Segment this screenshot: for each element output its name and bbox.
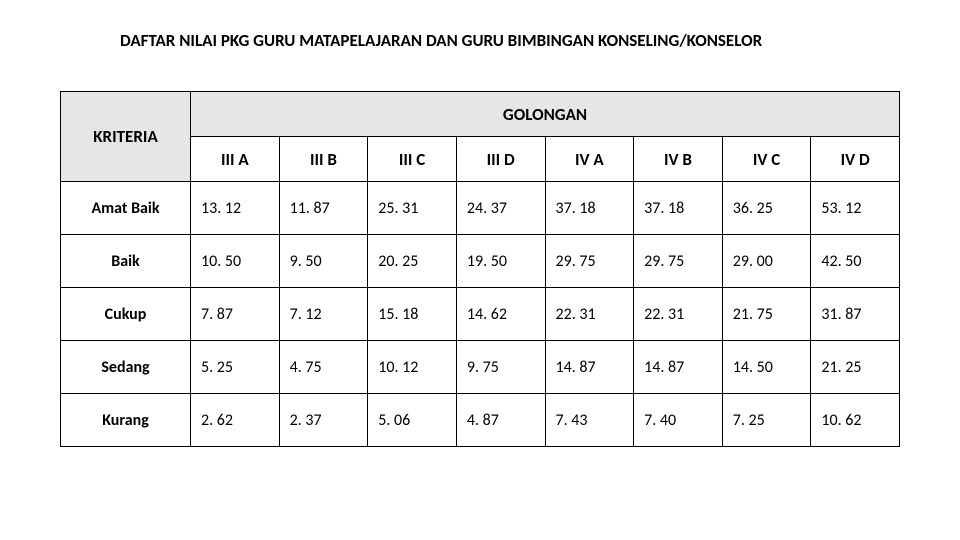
table-cell: 29. 00	[722, 235, 811, 288]
table-cell: 9. 50	[279, 235, 368, 288]
table-cell: 31. 87	[811, 288, 900, 341]
row-label: Kurang	[61, 394, 191, 447]
table-cell: 7. 43	[545, 394, 634, 447]
pkg-table: KRITERIA GOLONGAN III A III B III C III …	[60, 91, 900, 447]
table-cell: 37. 18	[634, 182, 723, 235]
page-title: DAFTAR NILAI PKG GURU MATAPELAJARAN DAN …	[120, 30, 900, 51]
table-cell: 21. 25	[811, 341, 900, 394]
table-cell: 5. 25	[191, 341, 280, 394]
table-cell: 29. 75	[545, 235, 634, 288]
table-cell: 11. 87	[279, 182, 368, 235]
col-header: III C	[368, 137, 457, 182]
table-cell: 4. 75	[279, 341, 368, 394]
table-cell: 25. 31	[368, 182, 457, 235]
table-cell: 7. 25	[722, 394, 811, 447]
row-label: Amat Baik	[61, 182, 191, 235]
table-cell: 37. 18	[545, 182, 634, 235]
table-cell: 2. 62	[191, 394, 280, 447]
col-header: IV D	[811, 137, 900, 182]
table-body: Amat Baik 13. 12 11. 87 25. 31 24. 37 37…	[61, 182, 900, 447]
table-cell: 14. 87	[634, 341, 723, 394]
table-cell: 20. 25	[368, 235, 457, 288]
table-cell: 36. 25	[722, 182, 811, 235]
table-cell: 10. 50	[191, 235, 280, 288]
table-cell: 2. 37	[279, 394, 368, 447]
table-cell: 14. 62	[456, 288, 545, 341]
col-header: IV B	[634, 137, 723, 182]
table-cell: 10. 12	[368, 341, 457, 394]
table-cell: 5. 06	[368, 394, 457, 447]
col-header: IV A	[545, 137, 634, 182]
col-header: III A	[191, 137, 280, 182]
col-header: IV C	[722, 137, 811, 182]
table-cell: 29. 75	[634, 235, 723, 288]
table-cell: 4. 87	[456, 394, 545, 447]
table-row: Amat Baik 13. 12 11. 87 25. 31 24. 37 37…	[61, 182, 900, 235]
col-header: III B	[279, 137, 368, 182]
row-label: Sedang	[61, 341, 191, 394]
table-cell: 7. 40	[634, 394, 723, 447]
table-cell: 9. 75	[456, 341, 545, 394]
table-cell: 7. 87	[191, 288, 280, 341]
table-cell: 22. 31	[634, 288, 723, 341]
row-label: Baik	[61, 235, 191, 288]
table-cell: 22. 31	[545, 288, 634, 341]
table-row: Sedang 5. 25 4. 75 10. 12 9. 75 14. 87 1…	[61, 341, 900, 394]
table-cell: 13. 12	[191, 182, 280, 235]
table-cell: 42. 50	[811, 235, 900, 288]
table-cell: 21. 75	[722, 288, 811, 341]
table-cell: 24. 37	[456, 182, 545, 235]
table-row: Kurang 2. 62 2. 37 5. 06 4. 87 7. 43 7. …	[61, 394, 900, 447]
kriteria-header: KRITERIA	[61, 92, 191, 182]
col-header: III D	[456, 137, 545, 182]
table-cell: 53. 12	[811, 182, 900, 235]
table-row: Baik 10. 50 9. 50 20. 25 19. 50 29. 75 2…	[61, 235, 900, 288]
row-label: Cukup	[61, 288, 191, 341]
table-cell: 14. 50	[722, 341, 811, 394]
table-cell: 10. 62	[811, 394, 900, 447]
table-cell: 14. 87	[545, 341, 634, 394]
table-row: Cukup 7. 87 7. 12 15. 18 14. 62 22. 31 2…	[61, 288, 900, 341]
table-cell: 15. 18	[368, 288, 457, 341]
table-cell: 19. 50	[456, 235, 545, 288]
table-cell: 7. 12	[279, 288, 368, 341]
golongan-header: GOLONGAN	[191, 92, 900, 137]
